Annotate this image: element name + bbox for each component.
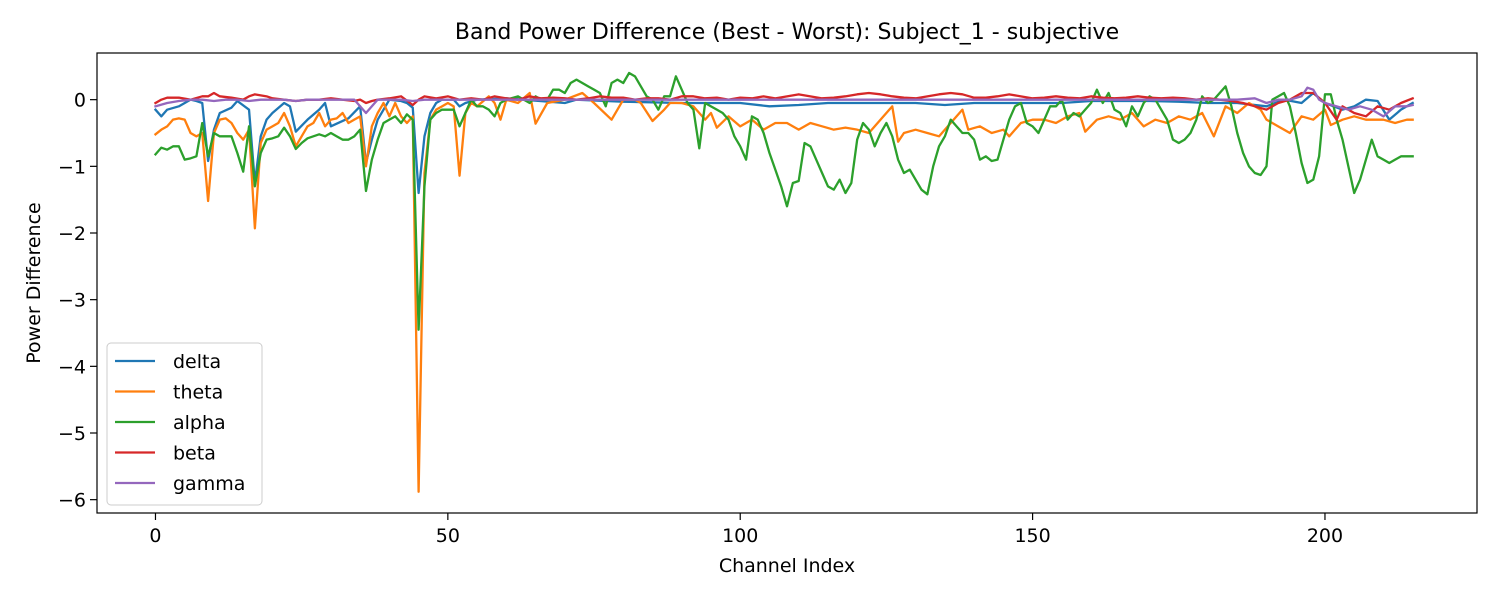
y-tick-label: −4 (58, 356, 86, 378)
x-tick-label: 150 (1014, 525, 1050, 547)
x-tick-label: 100 (722, 525, 758, 547)
x-axis: 0 50 100 150 200 (149, 513, 1343, 547)
legend: delta theta alpha beta gamma (106, 342, 263, 506)
x-tick-label: 0 (149, 525, 161, 547)
y-tick-label: −1 (58, 156, 86, 178)
legend-label-gamma: gamma (173, 473, 245, 495)
series-line-theta (153, 91, 1414, 493)
plot-border (96, 52, 1478, 514)
series-line-gamma (154, 86, 1415, 118)
y-axis-label: Power Difference (23, 202, 45, 363)
y-tick-label: −2 (58, 223, 86, 245)
legend-label-delta: delta (173, 351, 221, 373)
x-tick-label: 50 (436, 525, 460, 547)
y-tick-label: −3 (58, 290, 86, 312)
series-group (153, 71, 1415, 493)
y-axis: 0 −1 −2 −3 −4 −5 −6 (58, 90, 97, 512)
y-tick-label: −6 (58, 490, 86, 512)
plot-area (97, 53, 1477, 513)
chart-title: Band Power Difference (Best - Worst): Su… (455, 20, 1119, 45)
legend-label-beta: beta (173, 443, 216, 465)
y-tick-label: 0 (74, 90, 86, 112)
legend-label-alpha: alpha (173, 412, 226, 434)
x-axis-label: Channel Index (719, 555, 855, 577)
legend-box (106, 342, 263, 506)
x-tick-label: 200 (1307, 525, 1343, 547)
legend-label-theta: theta (173, 382, 223, 404)
y-tick-label: −5 (58, 423, 86, 445)
